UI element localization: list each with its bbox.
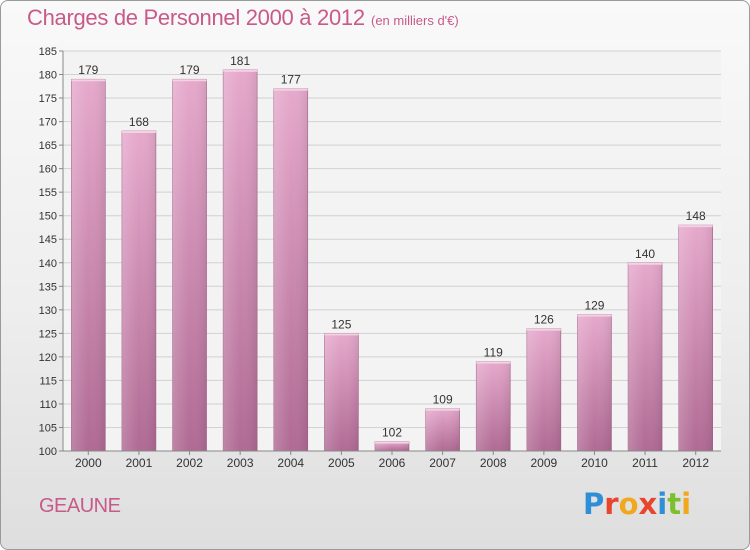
logo-letter: i <box>657 487 668 521</box>
chart-title: Charges de Personnel 2000 à 2012 <box>27 5 365 30</box>
logo-letter: i <box>681 487 692 521</box>
plot-area <box>63 51 721 451</box>
bar-top <box>71 79 106 82</box>
bar-shade <box>678 225 713 451</box>
logo-letter: r <box>604 487 619 521</box>
x-tick-label: 2002 <box>176 456 203 470</box>
bar-value-label: 181 <box>230 54 250 68</box>
bar-top <box>324 333 359 336</box>
bar-top <box>476 361 511 364</box>
x-tick-label: 2006 <box>379 456 406 470</box>
bar-shade <box>172 79 207 451</box>
y-tick-label: 160 <box>39 164 57 176</box>
x-tick-label: 2012 <box>682 456 709 470</box>
bar-value-label: 102 <box>382 426 402 440</box>
logo-letter: P <box>583 487 605 521</box>
logo-letter: t <box>667 487 682 521</box>
bar-value-label: 109 <box>433 393 453 407</box>
bar-shade <box>324 333 359 451</box>
x-tick-label: 2005 <box>328 456 355 470</box>
bar-value-label: 179 <box>180 63 200 77</box>
bar-shade <box>628 262 663 451</box>
y-tick-label: 115 <box>39 375 57 387</box>
logo-letter: x <box>638 487 658 521</box>
x-tick-label: 2000 <box>75 456 102 470</box>
x-tick-label: 2009 <box>530 456 557 470</box>
y-tick-label: 180 <box>39 70 57 82</box>
x-tick-label: 2008 <box>480 456 507 470</box>
bar-top <box>628 262 663 265</box>
y-tick-label: 125 <box>39 328 57 340</box>
bar-shade <box>223 69 258 451</box>
bar-value-label: 140 <box>635 247 655 261</box>
bar-shade <box>526 328 561 451</box>
bar-top <box>375 441 409 444</box>
logo-letter: o <box>618 487 639 521</box>
bar-shade <box>425 408 460 451</box>
y-tick-label: 155 <box>39 187 57 199</box>
bar-shade <box>121 131 156 451</box>
x-tick-label: 2004 <box>277 456 304 470</box>
bar-top <box>121 131 156 133</box>
bar-value-label: 168 <box>129 115 149 129</box>
place-name: GEAUNE <box>39 495 121 517</box>
chart-subtitle: (en milliers d'€) <box>371 13 459 28</box>
y-tick-label: 140 <box>39 258 57 270</box>
y-tick-label: 120 <box>39 352 57 364</box>
bar-value-label: 148 <box>686 209 706 223</box>
y-tick-label: 135 <box>39 281 57 293</box>
y-tick-label: 175 <box>39 93 57 105</box>
bar-shade <box>375 441 409 451</box>
bar-shade <box>273 88 308 451</box>
bar-value-label: 179 <box>78 63 98 77</box>
x-tick-label: 2007 <box>429 456 456 470</box>
bar-top <box>223 69 258 72</box>
bar-value-label: 119 <box>484 346 503 360</box>
y-tick-label: 100 <box>39 446 57 458</box>
bar-value-label: 129 <box>584 299 604 313</box>
y-tick-label: 110 <box>39 399 57 411</box>
x-tick-label: 2011 <box>632 456 658 470</box>
y-tick-label: 185 <box>39 46 57 58</box>
bar-top <box>678 225 713 228</box>
y-tick-label: 165 <box>39 140 57 152</box>
bar-top <box>577 314 612 317</box>
proxiti-logo: Proxiti <box>583 487 691 521</box>
x-tick-label: 2001 <box>126 456 153 470</box>
bar-shade <box>71 79 106 451</box>
bar-value-label: 177 <box>281 73 301 87</box>
x-tick-label: 2010 <box>581 456 608 470</box>
x-tick-label: 2003 <box>227 456 254 470</box>
y-tick-label: 130 <box>39 305 57 317</box>
bar-shade <box>577 314 612 451</box>
bar-top <box>172 79 207 82</box>
bar-top <box>425 408 460 411</box>
bar-value-label: 125 <box>331 317 351 331</box>
y-tick-label: 105 <box>39 422 57 434</box>
y-tick-label: 170 <box>39 117 57 129</box>
y-tick-label: 145 <box>39 234 57 246</box>
bar-top <box>526 328 561 331</box>
bar-shade <box>476 361 511 451</box>
bar-top <box>273 88 308 91</box>
bar-value-label: 126 <box>534 313 554 327</box>
y-tick-label: 150 <box>39 211 57 223</box>
